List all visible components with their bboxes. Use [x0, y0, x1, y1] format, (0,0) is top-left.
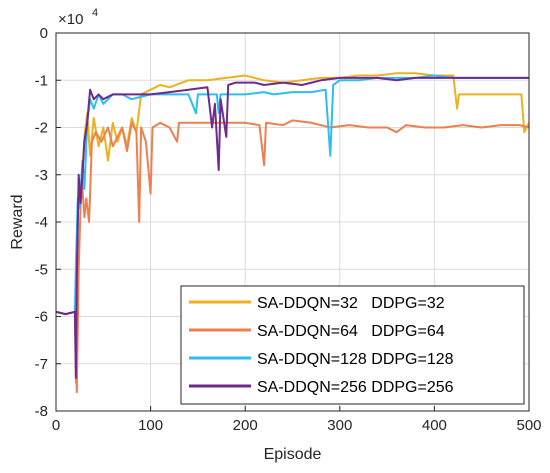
legend-label-3: SA-DDQN=256 DDPG=256 [257, 379, 454, 396]
x-tick-label: 500 [516, 417, 541, 434]
x-tick-label: 0 [52, 417, 60, 434]
axis-ticks: 0 100 200 300 400 500 0 -1 -2 -3 -4 -5 -6 -7 -8 [35, 25, 542, 434]
legend: SA-DDQN=32 DDPG=32 SA-DDQN=64 DDPG=64 SA-D… [180, 285, 525, 405]
y-tick-label: -7 [35, 356, 48, 373]
legend-box [180, 285, 525, 405]
series-line-0 [55, 72, 530, 384]
series-line-3 [55, 76, 529, 379]
y-tick-label: -5 [35, 261, 48, 278]
y-tick-label: -6 [35, 309, 48, 326]
series-line-1 [55, 119, 530, 394]
x-tick-label: 100 [138, 417, 163, 434]
y-exponent-label: ×10 [58, 11, 83, 28]
legend-label-0: SA-DDQN=32 DDPG=32 [257, 295, 445, 312]
y-tick-label: -8 [35, 403, 48, 420]
y-tick-label: -2 [35, 120, 48, 137]
x-axis-label: Episode [264, 446, 322, 463]
series-line-2 [55, 74, 529, 316]
y-axis-label: Reward [9, 194, 26, 249]
x-tick-label: 400 [422, 417, 447, 434]
legend-label-2: SA-DDQN=128 DDPG=128 [257, 351, 454, 368]
legend-label-1: SA-DDQN=64 DDPG=64 [257, 323, 445, 340]
y-exponent-power: 4 [92, 7, 98, 19]
x-tick-label: 200 [233, 417, 258, 434]
series-lines [55, 72, 530, 394]
y-tick-label: -1 [35, 72, 48, 89]
x-tick-label: 300 [327, 417, 352, 434]
y-tick-label: 0 [40, 25, 48, 42]
y-tick-label: -4 [35, 214, 48, 231]
y-tick-label: -3 [35, 167, 48, 184]
